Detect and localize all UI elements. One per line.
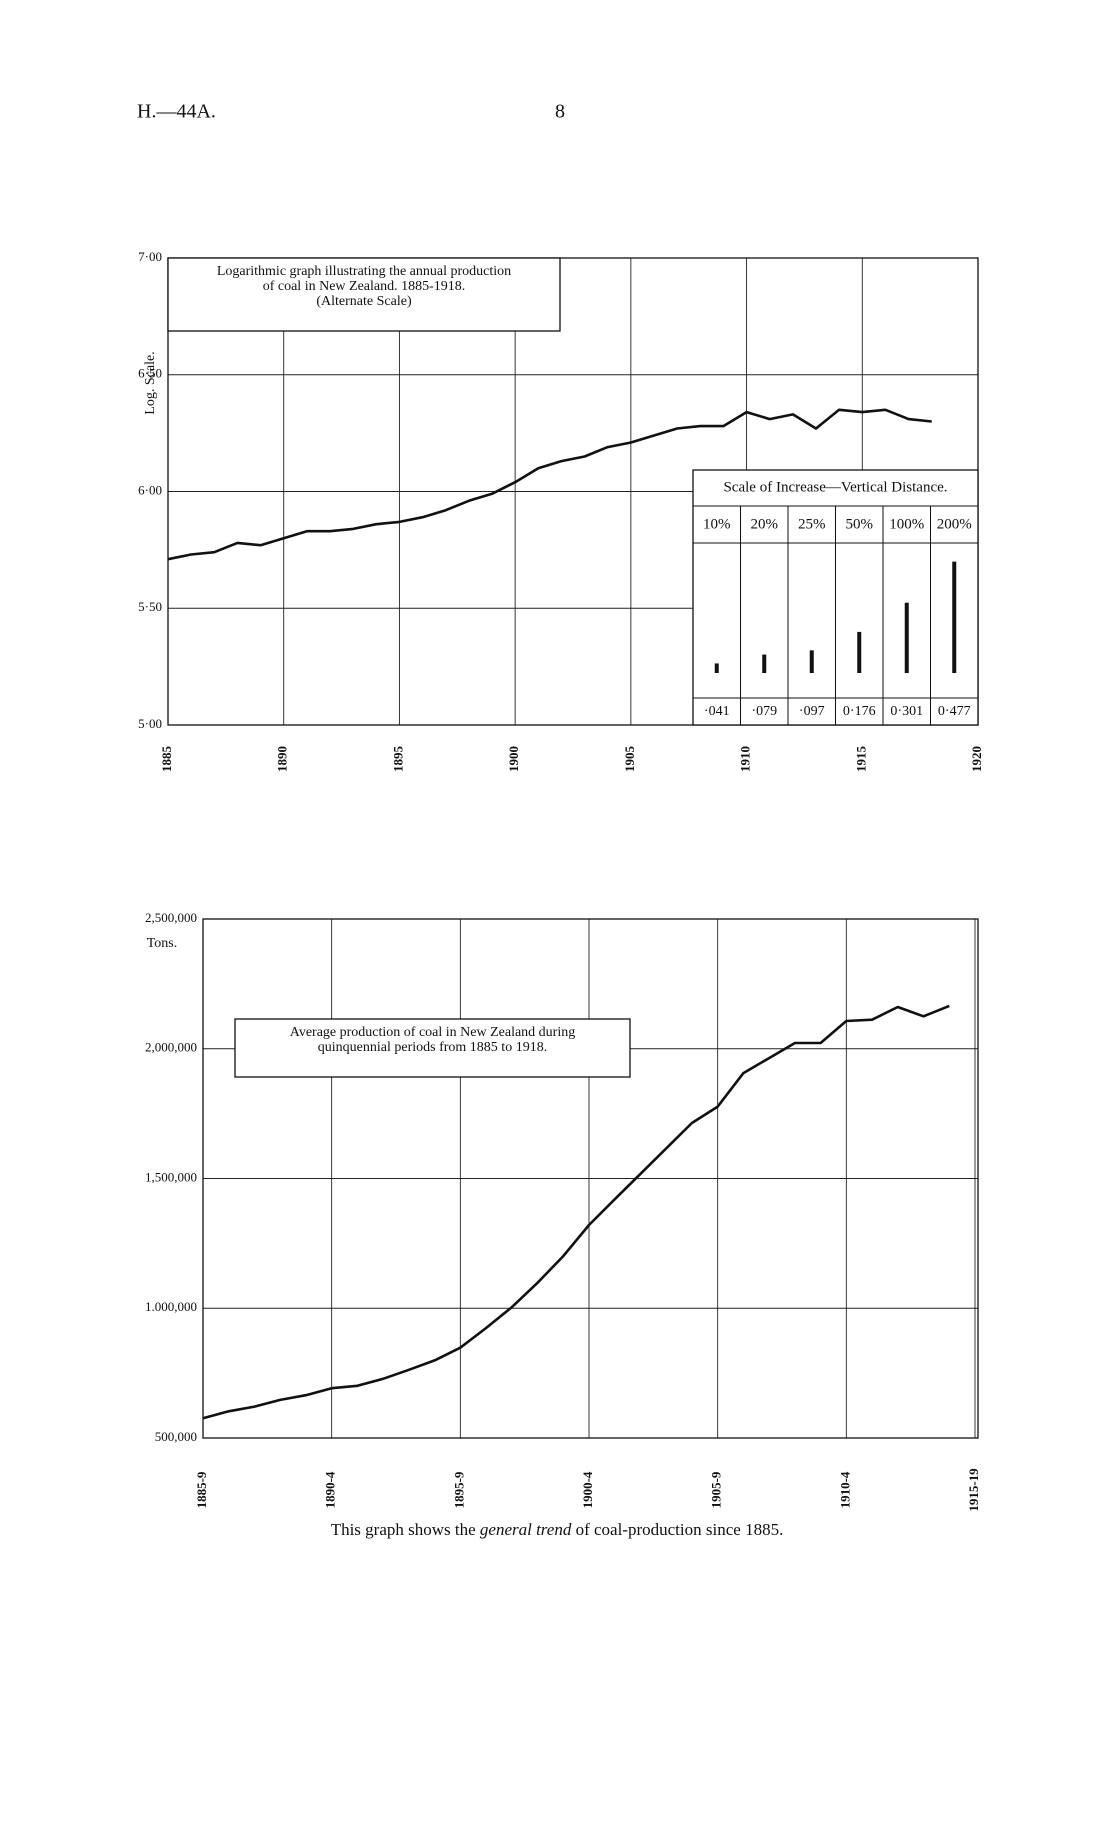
chart-title: Average production of coal in New Zealan… — [290, 1025, 575, 1040]
x-tick-label: 1890-4 — [323, 1471, 338, 1508]
inset-bar — [952, 561, 957, 673]
caption-text: This graph shows the — [331, 1520, 480, 1539]
y-tick-label: 500,000 — [155, 1429, 197, 1444]
x-tick-label: 1915-19 — [966, 1468, 981, 1512]
x-tick-label: 1920 — [969, 746, 984, 772]
y-tick-label: 6·00 — [138, 482, 162, 497]
y-tick-label: 7·00 — [138, 249, 162, 264]
data-line — [167, 408, 932, 561]
inset-title: Scale of Increase—Vertical Distance. — [723, 479, 947, 495]
caption: This graph shows the general trend of co… — [331, 1520, 784, 1539]
x-tick-label: 1910 — [738, 746, 753, 772]
x-tick-label: 1905 — [622, 746, 637, 773]
inset-value-label: ·097 — [799, 704, 825, 719]
inset-header: 10% — [703, 516, 731, 532]
y-tick-label: 2,000,000 — [145, 1040, 197, 1055]
report-reference: H.—44A. — [137, 101, 216, 123]
inset-bar — [809, 650, 814, 673]
caption-emphasis: general trend — [480, 1520, 572, 1539]
inset-header: 100% — [889, 516, 924, 532]
inset-value-label: 0·301 — [890, 704, 923, 719]
chart-title: of coal in New Zealand. 1885-1918. — [263, 279, 466, 294]
data-line — [202, 1004, 950, 1420]
chart-title: Logarithmic graph illustrating the annua… — [217, 264, 511, 279]
caption-text: of coal-production since 1885. — [571, 1520, 783, 1539]
x-tick-label: 1900 — [506, 746, 521, 772]
inset-value-label: ·079 — [751, 704, 777, 719]
inset-value-label: ·041 — [704, 704, 730, 719]
x-tick-label: 1910-4 — [837, 1471, 852, 1508]
x-tick-label: 1885-9 — [194, 1471, 209, 1508]
inset-header: 200% — [937, 516, 972, 532]
y-tick-label: 1.000,000 — [145, 1299, 197, 1314]
y-tick-label: 5·50 — [138, 599, 162, 614]
inset-bar — [762, 654, 767, 673]
inset-bar — [857, 631, 862, 673]
x-tick-label: 1915 — [853, 746, 868, 773]
chart-title: quinquennial periods from 1885 to 1918. — [318, 1040, 547, 1055]
x-tick-label: 1905-9 — [709, 1471, 724, 1508]
inset-bar — [904, 602, 909, 673]
y-tick-label: 2,500,000 — [145, 910, 197, 925]
x-tick-label: 1895-9 — [451, 1471, 466, 1508]
title-box — [234, 1018, 631, 1078]
y-axis-label: Log. Scale. — [143, 351, 158, 414]
page-number: 8 — [555, 101, 565, 123]
y-tick-label: 5·00 — [138, 716, 162, 731]
chart-title: (Alternate Scale) — [316, 294, 412, 309]
inset-header: 50% — [846, 516, 874, 532]
y-tick-label: 1,500,000 — [145, 1169, 197, 1184]
title-box — [167, 257, 561, 332]
inset-header: 20% — [751, 516, 779, 532]
y-tick-label: 6·50 — [138, 366, 162, 381]
x-tick-label: 1900-4 — [580, 1471, 595, 1508]
inset-value-label: 0·176 — [843, 704, 876, 719]
x-tick-label: 1890 — [275, 746, 290, 772]
inset-bar — [714, 663, 719, 673]
x-tick-label: 1895 — [390, 746, 405, 773]
plot-frame — [202, 918, 979, 1439]
inset-value-label: 0·477 — [938, 704, 971, 719]
inset-header: 25% — [798, 516, 826, 532]
y-axis-label: Tons. — [147, 936, 178, 951]
x-tick-label: 1885 — [159, 746, 174, 773]
